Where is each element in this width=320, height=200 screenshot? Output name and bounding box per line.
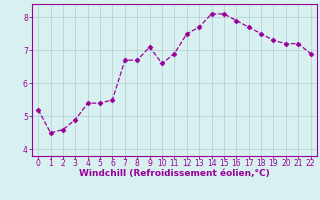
X-axis label: Windchill (Refroidissement éolien,°C): Windchill (Refroidissement éolien,°C) [79,169,270,178]
